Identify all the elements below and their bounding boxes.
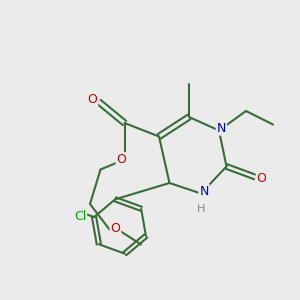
Text: O: O (88, 92, 97, 106)
Text: Cl: Cl (74, 210, 86, 223)
Text: O: O (117, 153, 126, 166)
Text: N: N (199, 184, 209, 198)
Text: H: H (197, 204, 205, 214)
Text: O: O (111, 221, 120, 235)
Text: N: N (217, 122, 226, 135)
Text: O: O (257, 172, 266, 185)
